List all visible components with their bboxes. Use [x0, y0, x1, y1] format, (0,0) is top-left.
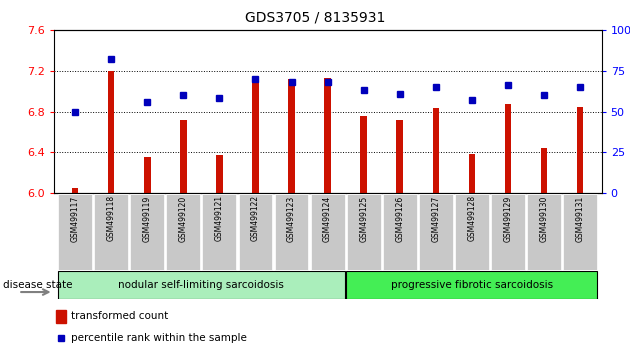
- FancyBboxPatch shape: [275, 194, 309, 270]
- FancyBboxPatch shape: [419, 194, 453, 270]
- Bar: [324, 78, 331, 193]
- Text: GSM499129: GSM499129: [503, 195, 512, 241]
- FancyBboxPatch shape: [311, 194, 345, 270]
- FancyBboxPatch shape: [202, 194, 236, 270]
- Bar: [108, 71, 115, 193]
- Text: GSM499126: GSM499126: [395, 195, 404, 241]
- FancyBboxPatch shape: [239, 194, 272, 270]
- Text: disease state: disease state: [3, 280, 72, 290]
- FancyBboxPatch shape: [58, 272, 345, 298]
- Bar: [289, 79, 295, 193]
- Bar: [577, 108, 583, 193]
- Bar: [396, 120, 403, 193]
- Bar: [433, 108, 439, 193]
- Text: GSM499131: GSM499131: [576, 195, 585, 241]
- Bar: [505, 104, 511, 193]
- Text: GSM499122: GSM499122: [251, 195, 260, 241]
- FancyBboxPatch shape: [130, 194, 164, 270]
- FancyBboxPatch shape: [94, 194, 128, 270]
- FancyBboxPatch shape: [166, 194, 200, 270]
- Bar: [469, 154, 475, 193]
- FancyBboxPatch shape: [455, 194, 489, 270]
- Text: progressive fibrotic sarcoidosis: progressive fibrotic sarcoidosis: [391, 280, 553, 290]
- Text: GSM499118: GSM499118: [106, 195, 116, 241]
- Bar: [252, 77, 259, 193]
- Bar: [541, 148, 547, 193]
- Text: GSM499121: GSM499121: [215, 195, 224, 241]
- Text: GSM499128: GSM499128: [467, 195, 476, 241]
- Text: GSM499123: GSM499123: [287, 195, 296, 241]
- Text: GDS3705 / 8135931: GDS3705 / 8135931: [245, 11, 385, 25]
- Bar: [360, 116, 367, 193]
- FancyBboxPatch shape: [563, 194, 597, 270]
- Bar: [180, 120, 186, 193]
- Text: GSM499124: GSM499124: [323, 195, 332, 241]
- Text: GSM499120: GSM499120: [179, 195, 188, 241]
- FancyBboxPatch shape: [346, 272, 597, 298]
- FancyBboxPatch shape: [346, 194, 381, 270]
- Text: GSM499125: GSM499125: [359, 195, 368, 241]
- FancyBboxPatch shape: [58, 194, 92, 270]
- Text: GSM499127: GSM499127: [432, 195, 440, 241]
- Text: GSM499119: GSM499119: [143, 195, 152, 241]
- Bar: [216, 155, 222, 193]
- Text: GSM499117: GSM499117: [71, 195, 79, 241]
- FancyBboxPatch shape: [491, 194, 525, 270]
- Bar: [144, 157, 151, 193]
- Bar: [56, 310, 66, 323]
- FancyBboxPatch shape: [383, 194, 416, 270]
- FancyBboxPatch shape: [527, 194, 561, 270]
- Bar: [72, 188, 78, 193]
- Text: GSM499130: GSM499130: [539, 195, 549, 242]
- Text: nodular self-limiting sarcoidosis: nodular self-limiting sarcoidosis: [118, 280, 284, 290]
- Text: transformed count: transformed count: [71, 312, 168, 321]
- Text: percentile rank within the sample: percentile rank within the sample: [71, 333, 247, 343]
